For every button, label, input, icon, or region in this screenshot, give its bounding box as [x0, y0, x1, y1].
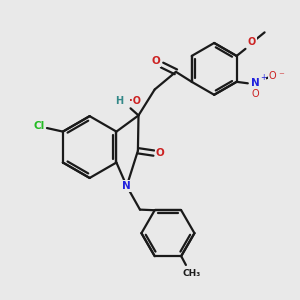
Text: O: O	[269, 71, 276, 81]
Text: O: O	[252, 89, 259, 100]
Text: Cl: Cl	[33, 121, 44, 131]
Text: +: +	[260, 73, 266, 82]
Text: O: O	[151, 56, 160, 66]
Text: CH₃: CH₃	[183, 269, 201, 278]
Text: ·O: ·O	[129, 96, 141, 106]
Text: O: O	[155, 148, 164, 158]
Text: N: N	[251, 78, 260, 88]
Text: O: O	[248, 38, 256, 47]
Text: N: N	[122, 181, 131, 191]
Text: H: H	[115, 96, 123, 106]
Text: ⁻: ⁻	[278, 71, 284, 81]
